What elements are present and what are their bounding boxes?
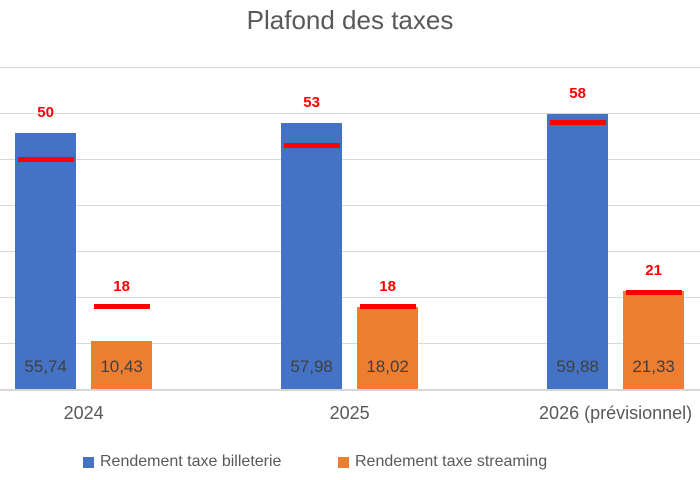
bar-value-label: 21,33 [632, 357, 675, 376]
legend-label: Rendement taxe streaming [355, 453, 548, 470]
ceiling-label: 50 [37, 103, 54, 121]
gridline-y-60 [0, 112, 700, 114]
bar-value-label: 57,98 [290, 357, 333, 376]
gridline-y-50 [0, 158, 700, 160]
ceiling-label: 53 [303, 93, 320, 111]
x-axis-label-2024: 2024 [63, 403, 104, 423]
ceiling-line [283, 142, 340, 148]
gridline-y-70 [0, 66, 700, 68]
bar-value-label: 59,88 [556, 357, 599, 376]
ceiling-label: 21 [645, 262, 662, 280]
x-axis-label-2026 (prévisionnel): 2026 (prévisionnel) [539, 403, 693, 423]
ceiling-line [549, 119, 606, 125]
bar-value-label: 55,74 [24, 357, 67, 376]
ceiling-line [359, 304, 416, 310]
legend-item-billeterie: Rendement taxe billeterie [83, 453, 281, 471]
bar-streaming-2025 [357, 306, 419, 390]
gridline-y-20 [0, 296, 700, 298]
ceiling-line [17, 156, 74, 162]
gridline-y-10 [0, 342, 700, 344]
bar-billeterie-2026 (prévisionnel) [547, 113, 609, 390]
ceiling-label: 18 [113, 277, 130, 295]
bar-value-label: 18,02 [366, 357, 409, 376]
legend-swatch-icon [338, 456, 349, 468]
legend-item-streaming: Rendement taxe streaming [338, 453, 547, 471]
chart-title: Plafond des taxes [246, 5, 454, 35]
gridline-y-30 [0, 250, 700, 252]
ceiling-line [625, 290, 682, 296]
x-axis-label-2025: 2025 [329, 403, 370, 423]
x-axis-line [0, 388, 700, 391]
bar-value-label: 10,43 [100, 357, 143, 376]
bar-billeterie-2025 [281, 122, 343, 390]
bar-streaming-2024 [91, 341, 153, 390]
legend-swatch-icon [83, 456, 94, 468]
ceiling-label: 58 [569, 84, 586, 102]
bar-streaming-2026 (prévisionnel) [623, 291, 685, 390]
ceiling-line [93, 304, 150, 310]
legend-label: Rendement taxe billeterie [100, 453, 282, 470]
bar-billeterie-2024 [15, 132, 77, 390]
gridline-y-40 [0, 204, 700, 206]
ceiling-label: 18 [379, 277, 396, 295]
